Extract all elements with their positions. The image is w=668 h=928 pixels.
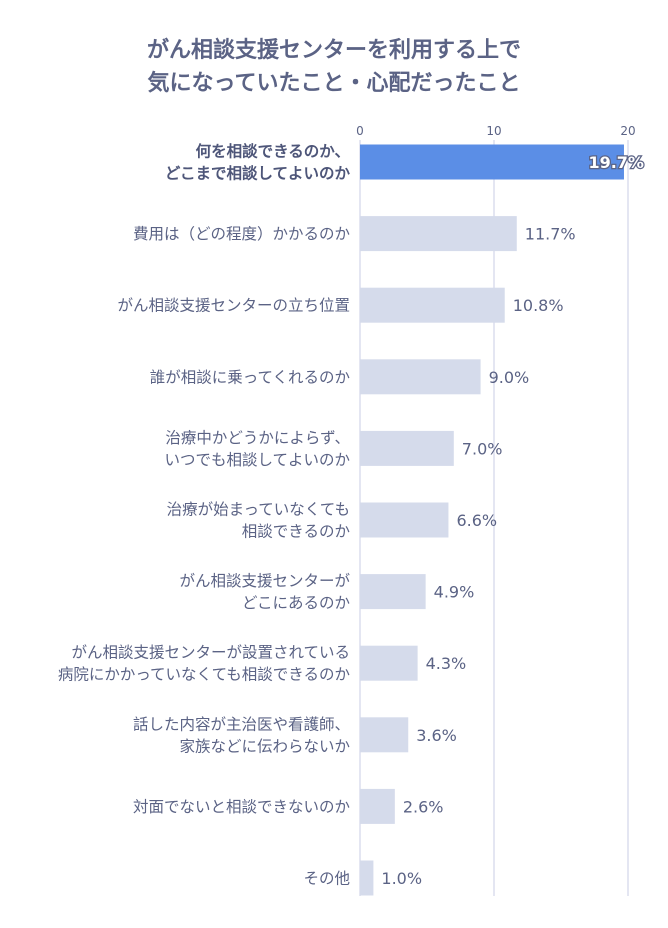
category-label: 何を相談できるのか、 xyxy=(196,142,350,161)
value-label: 11.7% xyxy=(525,225,576,244)
bar xyxy=(360,359,481,395)
value-label: 9.0% xyxy=(489,368,530,387)
category-label: がん相談支援センターが設置されている xyxy=(71,644,350,662)
bar xyxy=(360,788,395,824)
category-label: 家族などに伝わらないか xyxy=(179,737,350,755)
bar xyxy=(360,144,624,180)
category-label: 相談できるのか xyxy=(242,523,350,541)
bar xyxy=(360,717,409,753)
bar xyxy=(360,287,505,323)
category-label: どこにあるのか xyxy=(242,594,350,612)
category-label: がん相談支援センターが xyxy=(179,572,350,590)
category-label: 費用は（どの程度）かかるのか xyxy=(133,225,350,243)
chart-title-line-2: 気になっていたこと・心配だったこと xyxy=(147,71,521,96)
value-label: 2.6% xyxy=(403,797,444,816)
value-label: 7.0% xyxy=(462,439,503,458)
category-label: その他 xyxy=(303,870,350,888)
chart-title: がん相談支援センターを利用する上で 気になっていたこと・心配だったこと xyxy=(0,34,668,100)
category-label: 対面でないと相談できないのか xyxy=(133,798,350,816)
value-label: 10.8% xyxy=(513,296,564,315)
bar xyxy=(360,430,454,466)
x-tick-label: 20 xyxy=(620,124,635,138)
category-label: どこまで相談してよいのか xyxy=(165,164,351,183)
value-label: 19.7% xyxy=(588,153,644,172)
x-tick-label: 10 xyxy=(486,124,501,138)
bar xyxy=(360,574,426,610)
bar xyxy=(360,216,517,252)
value-label: 3.6% xyxy=(416,726,457,745)
category-label: 治療が始まっていなくても xyxy=(167,501,350,519)
x-tick-label: 0 xyxy=(356,124,364,138)
bar xyxy=(360,645,418,681)
category-label: 病院にかかっていなくても相談できるのか xyxy=(58,665,350,684)
category-label: いつでも相談してよいのか xyxy=(164,451,350,469)
bar xyxy=(360,860,374,896)
category-label: 誰が相談に乗ってくれるのか xyxy=(150,368,350,386)
value-label: 4.3% xyxy=(426,654,467,673)
chart-title-line-1: がん相談支援センターを利用する上で xyxy=(146,38,521,63)
value-label: 6.6% xyxy=(456,511,497,530)
bar xyxy=(360,502,449,538)
category-label: 治療中かどうかによらず、 xyxy=(165,429,350,447)
category-label: がん相談支援センターの立ち位置 xyxy=(117,297,350,315)
value-label: 4.9% xyxy=(434,583,475,602)
category-label: 話した内容が主治医や看護師、 xyxy=(133,715,350,733)
value-label: 1.0% xyxy=(381,869,422,888)
